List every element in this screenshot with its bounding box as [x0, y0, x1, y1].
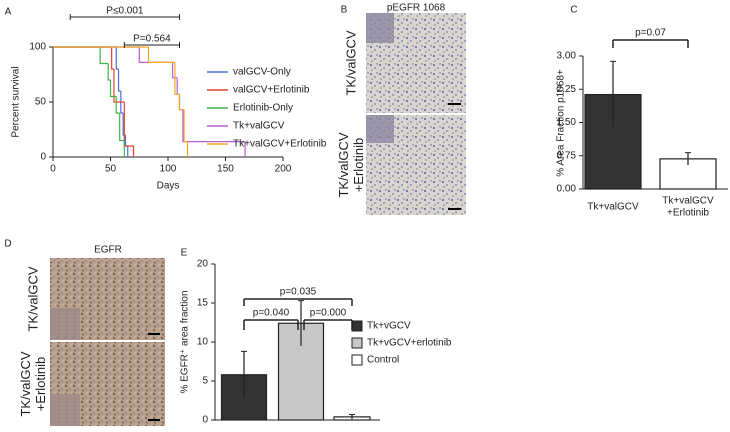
- annotation: p=0.040: [253, 308, 290, 319]
- survival-step: [107, 63, 111, 81]
- survival-step: [124, 135, 128, 147]
- inset: [366, 115, 394, 143]
- panel-label: B: [341, 5, 348, 16]
- y-tick-label: 0: [202, 415, 208, 426]
- survival-step: [115, 47, 119, 70]
- panel-title: EGFR: [94, 245, 122, 256]
- legend-label: valGCV-Only: [233, 67, 291, 78]
- x-tick-label: Tk+valGCV +Erlotinib: [662, 195, 714, 219]
- x-tick-label: 100: [160, 164, 177, 175]
- y-tick-label: 15: [197, 298, 209, 309]
- legend-label: valGCV+Erlotinib: [233, 85, 310, 96]
- bar: [659, 158, 717, 190]
- y-tick-label: 10: [197, 337, 209, 348]
- survival-step: [147, 47, 175, 63]
- legend-label: Tk+valGCV+Erlotinib: [233, 139, 327, 150]
- panel-label: C: [570, 5, 577, 16]
- y-tick-label: 3.00: [557, 51, 577, 62]
- inset: [50, 394, 80, 426]
- survival-step: [99, 47, 109, 65]
- x-tick-label: 0: [50, 164, 56, 175]
- panel-label: E: [181, 248, 188, 259]
- survival-step: [182, 109, 246, 143]
- x-axis-label: Days: [157, 181, 180, 192]
- annotation: p=0.07: [635, 28, 666, 39]
- legend-label: Erlotinib-Only: [233, 103, 293, 114]
- inset: [366, 13, 394, 43]
- x-tick-label: 150: [217, 164, 234, 175]
- x-tick-label: 50: [105, 164, 117, 175]
- y-tick-label: 2.25: [557, 84, 577, 95]
- legend-label: Tk+vGCV: [367, 321, 411, 332]
- survival-step: [111, 47, 114, 70]
- y-tick-label: 0: [40, 152, 46, 163]
- annotation: P=0.564: [133, 34, 171, 45]
- inset: [50, 308, 80, 340]
- y-axis-label: Percent survival: [10, 66, 22, 138]
- survival-step: [183, 109, 188, 143]
- panel-label: D: [4, 239, 11, 250]
- survival-step: [120, 91, 124, 114]
- x-tick-label: Tk+valGCV: [587, 201, 639, 213]
- y-axis-label: % EGFR⁺ area fraction: [179, 290, 191, 394]
- y-tick-label: 20: [197, 259, 209, 270]
- legend-swatch: [351, 337, 363, 349]
- legend-label: Control: [367, 355, 399, 366]
- y-tick-label: 0.75: [557, 150, 577, 161]
- y-tick-label: 0.00: [557, 184, 577, 195]
- legend-label: Tk+valGCV: [233, 121, 285, 132]
- annotation: p=0.000: [310, 308, 347, 319]
- y-axis-label: % Area Fraction p1068+: [555, 68, 567, 177]
- survival-step: [113, 69, 125, 103]
- legend-swatch: [351, 354, 363, 366]
- survival-step: [178, 94, 185, 111]
- row-label: TK/valGCV +Erlotinib: [18, 351, 48, 417]
- survival-step: [176, 77, 180, 95]
- micrographs: [50, 13, 466, 426]
- survival-step: [115, 96, 120, 114]
- row-label: TK/valGCV: [25, 266, 41, 332]
- survival-step: [138, 47, 173, 63]
- annotation: P≤0.001: [106, 6, 144, 17]
- survival-step: [117, 69, 121, 92]
- row-label: TK/valGCV +Erlotinib: [336, 132, 366, 198]
- survival-step: [174, 62, 180, 95]
- y-tick-label: 1.50: [557, 117, 577, 128]
- legend-label: Tk+vGCV+erlotinib: [367, 338, 452, 349]
- panel-label: A: [5, 7, 12, 18]
- y-tick-label: 50: [35, 97, 47, 108]
- legend-swatch: [351, 320, 363, 332]
- x-tick-label: 200: [275, 164, 292, 175]
- row-label: TK/valGCV: [343, 30, 359, 96]
- survival-step: [109, 80, 117, 98]
- annotation: p=0.035: [280, 287, 317, 298]
- y-tick-label: 5: [202, 376, 208, 387]
- y-tick-label: 100: [29, 42, 46, 53]
- survival-step: [119, 113, 125, 142]
- panel-title: pEGFR 1068: [387, 3, 446, 14]
- survival-step: [172, 62, 178, 79]
